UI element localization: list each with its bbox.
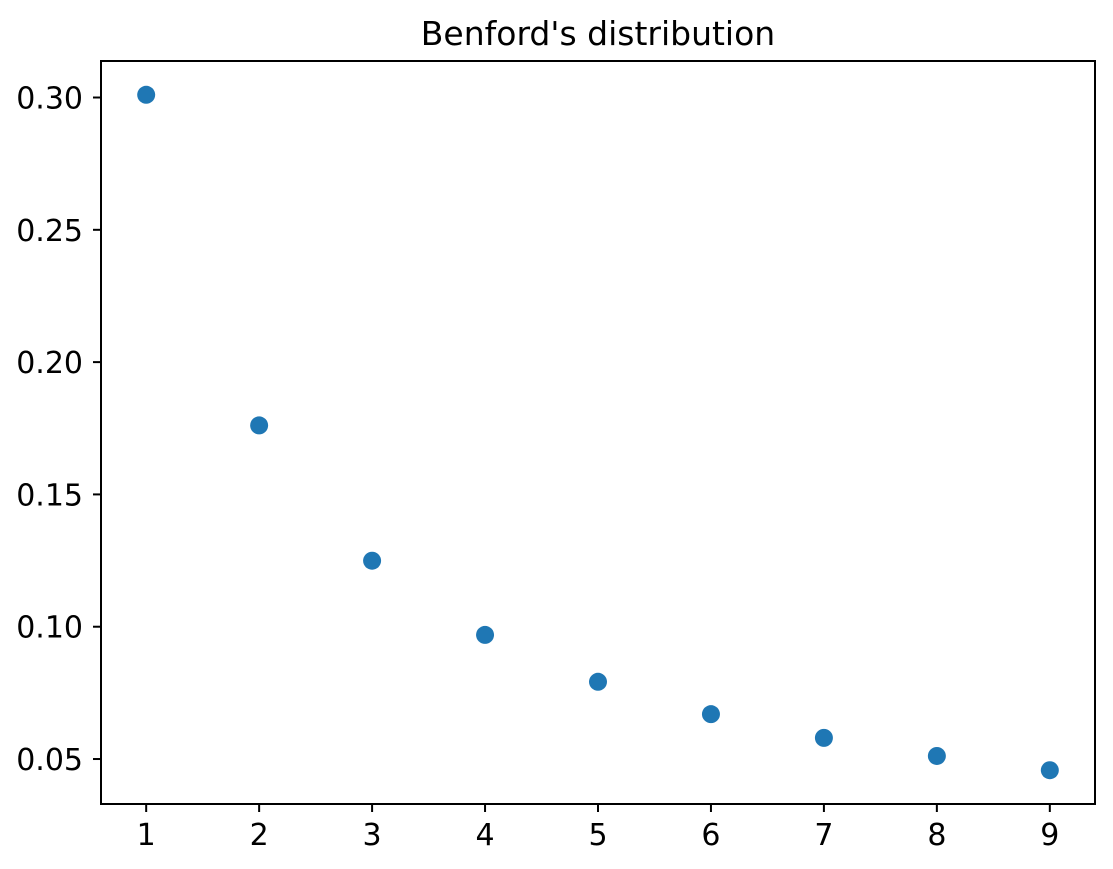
x-tick-label: 5: [588, 818, 607, 853]
x-tick-label: 8: [927, 818, 946, 853]
data-point: [250, 416, 269, 435]
data-point: [701, 705, 720, 724]
y-tick-label: 0.05: [16, 743, 83, 778]
x-tick-label: 9: [1040, 818, 1059, 853]
y-tick-label: 0.15: [16, 478, 83, 513]
data-point: [1040, 761, 1059, 780]
y-tick-label: 0.30: [16, 82, 83, 117]
x-tick-label: 7: [814, 818, 833, 853]
data-point: [589, 672, 607, 691]
y-tick-label: 0.25: [16, 214, 83, 249]
data-point: [814, 728, 833, 747]
chart-title: Benford's distribution: [421, 14, 775, 53]
data-point: [137, 85, 156, 104]
plot-border: [100, 60, 1096, 805]
x-tick-label: 4: [475, 818, 494, 853]
x-tick-label: 2: [250, 818, 269, 853]
plot-area: 1 2 3 4 5 6 7 8 9 0.05 0.10 0.15 0.20 0.25 0.30: [16, 60, 1096, 853]
x-tick-label: 1: [137, 818, 156, 853]
x-tick-label: 6: [701, 818, 720, 853]
data-point: [363, 551, 382, 570]
x-tick-label: 3: [363, 818, 382, 853]
y-tick-label: 0.20: [16, 346, 83, 381]
data-point: [476, 625, 495, 644]
data-point: [927, 746, 946, 765]
y-tick-label: 0.10: [16, 611, 83, 646]
